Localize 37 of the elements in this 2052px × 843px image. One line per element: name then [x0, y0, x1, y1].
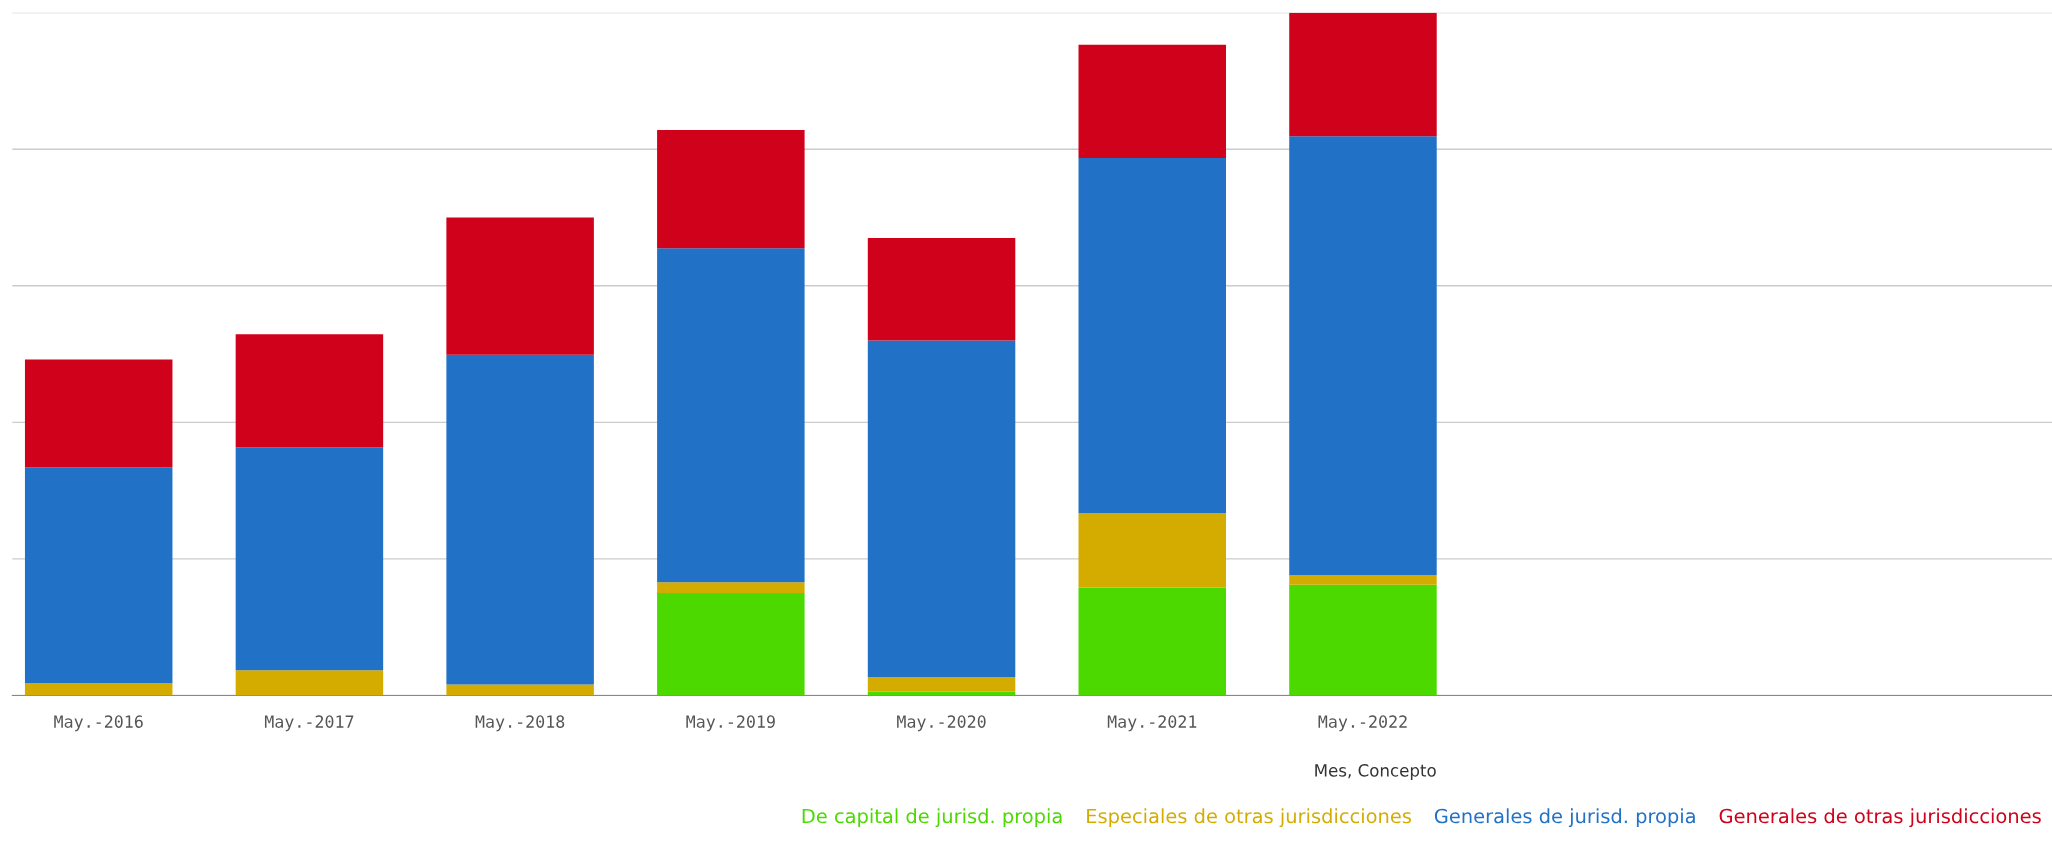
bar — [446, 354, 594, 685]
bar — [1078, 44, 1227, 159]
x-tick-label: May.-2016 — [54, 715, 143, 732]
bar — [24, 683, 173, 696]
x-axis-title: Mes, Concepto — [1315, 764, 1436, 780]
text: Generales de otras jurisdicciones — [1719, 808, 2041, 828]
bar — [1078, 587, 1227, 696]
text: De capital de jurisd. propia — [802, 808, 1062, 828]
x-tick-label: May.-2017 — [264, 715, 354, 732]
bar — [1078, 513, 1227, 588]
bar — [867, 677, 1016, 692]
x-tick-label: May.-2018 — [475, 715, 565, 732]
bar — [446, 217, 594, 355]
bar — [657, 582, 805, 594]
bar — [1289, 136, 1437, 576]
bar — [1289, 584, 1437, 696]
text: Especiales de otras jurisdicciones — [1087, 808, 1411, 828]
bar — [867, 237, 1016, 341]
bar — [24, 467, 173, 684]
bar — [24, 359, 173, 468]
bar — [1289, 575, 1437, 585]
bar — [235, 670, 384, 696]
bar — [235, 447, 384, 671]
bar — [1289, 12, 1437, 137]
bar — [235, 334, 384, 448]
x-tick-label: May.-2020 — [897, 715, 986, 732]
x-tick-label: May.-2021 — [1107, 715, 1197, 732]
bar — [1078, 158, 1227, 514]
bar — [867, 691, 1016, 696]
x-tick-label: May.-2019 — [686, 715, 775, 732]
bar — [657, 130, 805, 249]
bar — [867, 340, 1016, 678]
bar — [657, 593, 805, 696]
bar — [657, 248, 805, 583]
text: Generales de jurisd. propia — [1434, 808, 1695, 828]
x-tick-label: May.-2022 — [1318, 715, 1407, 732]
bar — [446, 684, 594, 696]
